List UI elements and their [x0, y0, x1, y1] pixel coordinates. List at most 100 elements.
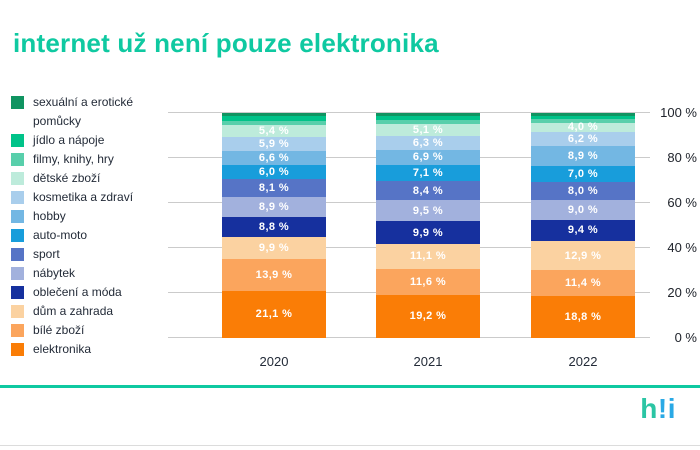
segment-elektronika-2021: 19,2 % [376, 294, 480, 338]
y-tick-label-0: 0 % [674, 330, 697, 345]
legend-item-auto-moto: auto-moto [11, 226, 163, 245]
legend-label: filmy, knihy, hry [33, 152, 114, 166]
legend-label: sport [33, 247, 60, 261]
segment-kosmetika-a-zdrav-2020: 5,9 % [222, 137, 326, 151]
legend-swatch [11, 286, 24, 299]
bar-2022: 4,0 % 6,2 % 8,9 % 7,0 % 8,0 % 9,0 % 9,4 % 12,9 … [531, 113, 635, 338]
segment-sexu-ln-a-erotick-pom-cky-2022 [531, 113, 635, 116]
segment-kosmetika-a-zdrav-2021: 6,3 % [376, 135, 480, 150]
segment-oble-en-a-m-da-2022: 9,4 % [531, 219, 635, 242]
segment-value-label: 7,1 % [412, 167, 444, 180]
segment-value-label: 6,2 % [567, 132, 599, 145]
segment-value-label: 18,8 % [564, 310, 602, 323]
segment-value-label: 6,6 % [258, 152, 290, 165]
segment-value-label: 6,3 % [412, 136, 444, 149]
page-title: internet už není pouze elektronika [13, 28, 439, 58]
segment-value-label: 4,0 % [567, 121, 599, 134]
legend-label: auto-moto [33, 228, 88, 242]
legend-item-sport: sport [11, 245, 163, 264]
legend-swatch [11, 267, 24, 280]
segment-hobby-2022: 8,9 % [531, 145, 635, 166]
segment-filmy-knihy-hry-2021 [376, 119, 480, 125]
segment-sexu-ln-a-erotick-pom-cky-2021 [376, 113, 480, 117]
legend-label: dětské zboží [33, 171, 101, 185]
legend-label: kosmetika a zdraví [33, 190, 134, 204]
segment-hobby-2021: 6,9 % [376, 149, 480, 166]
plot-area: 5,4 % 5,9 % 6,6 % 6,0 % 8,1 % 8,9 % 8,8 % 9,9 %… [168, 112, 650, 338]
legend-swatch [11, 210, 24, 223]
segment-auto-moto-2021: 7,1 % [376, 165, 480, 182]
segment-n-bytek-2022: 9,0 % [531, 199, 635, 220]
legend-swatch [11, 134, 24, 147]
segment-oble-en-a-m-da-2021: 9,9 % [376, 221, 480, 244]
segment-sport-2022: 8,0 % [531, 181, 635, 200]
segment-filmy-knihy-hry-2022 [531, 119, 635, 123]
legend-label: bílé zboží [33, 323, 85, 337]
segment-value-label: 12,9 % [564, 249, 602, 262]
segment-d-tsk-zbo-2022: 4,0 % [531, 121, 635, 134]
segment-value-label: 9,9 % [258, 242, 290, 255]
y-tick-label-20: 20 % [667, 285, 697, 300]
legend-swatch [11, 343, 24, 356]
divider-line [0, 385, 700, 388]
segment-n-bytek-2021: 9,5 % [376, 200, 480, 222]
chart-legend: sexuální a erotické pomůcky jídlo a nápoj… [11, 93, 163, 359]
segment-d-tsk-zbo-2020: 5,4 % [222, 125, 326, 138]
segment-value-label: 8,8 % [258, 221, 290, 234]
segment-value-label: 9,9 % [412, 226, 444, 239]
segment-value-label: 6,9 % [412, 151, 444, 164]
segment-oble-en-a-m-da-2020: 8,8 % [222, 217, 326, 237]
segment-value-label: 6,0 % [258, 166, 290, 179]
legend-item-j-dlo-a-n-poje: jídlo a nápoje [11, 131, 163, 150]
segment-value-label: 11,4 % [564, 276, 602, 289]
legend-swatch [11, 248, 24, 261]
logo-exclamation-i: !i [657, 393, 676, 424]
legend-item-oble-en-a-m-da: oblečení a móda [11, 283, 163, 302]
segment-b-l-zbo-2020: 13,9 % [222, 259, 326, 291]
brand-logo: h!i [640, 393, 676, 425]
segment-value-label: 11,6 % [409, 275, 447, 288]
legend-label: hobby [33, 209, 66, 223]
legend-item-d-m-a-zahrada: dům a zahrada [11, 302, 163, 321]
legend-label: elektronika [33, 342, 92, 356]
segment-value-label: 19,2 % [409, 310, 447, 323]
segment-j-dlo-a-n-poje-2021 [376, 116, 480, 120]
segment-value-label: 9,4 % [567, 224, 599, 237]
segment-value-label: 11,1 % [409, 250, 447, 263]
legend-label: sexuální a erotické pomůcky [33, 95, 134, 128]
logo-letter-h: h [640, 393, 658, 424]
legend-item-d-tsk-zbo: dětské zboží [11, 169, 163, 188]
legend-swatch [11, 191, 24, 204]
segment-value-label: 8,9 % [567, 149, 599, 162]
segment-filmy-knihy-hry-2020 [222, 120, 326, 126]
segment-d-m-a-zahrada-2021: 11,1 % [376, 243, 480, 269]
segment-n-bytek-2020: 8,9 % [222, 197, 326, 218]
legend-item-b-l-zbo: bílé zboží [11, 321, 163, 340]
legend-swatch [11, 172, 24, 185]
segment-value-label: 5,1 % [412, 123, 444, 136]
segment-value-label: 8,9 % [258, 201, 290, 214]
bar-2020: 5,4 % 5,9 % 6,6 % 6,0 % 8,1 % 8,9 % 8,8 % 9,9 %… [222, 113, 326, 338]
legend-item-n-bytek: nábytek [11, 264, 163, 283]
x-tick-label-2022: 2022 [568, 354, 598, 369]
legend-label: dům a zahrada [33, 304, 114, 318]
segment-value-label: 9,5 % [412, 204, 444, 217]
legend-swatch [11, 305, 24, 318]
segment-hobby-2020: 6,6 % [222, 150, 326, 166]
segment-value-label: 5,4 % [258, 125, 290, 138]
legend-swatch [11, 153, 24, 166]
segment-d-m-a-zahrada-2020: 9,9 % [222, 237, 326, 260]
segment-sexu-ln-a-erotick-pom-cky-2020 [222, 113, 326, 117]
segment-sport-2020: 8,1 % [222, 178, 326, 198]
y-tick-label-40: 40 % [667, 240, 697, 255]
segment-j-dlo-a-n-poje-2020 [222, 116, 326, 121]
legend-item-filmy-knihy-hry: filmy, knihy, hry [11, 150, 163, 169]
segment-value-label: 13,9 % [255, 268, 293, 281]
segment-elektronika-2020: 21,1 % [222, 290, 326, 338]
segment-d-tsk-zbo-2021: 5,1 % [376, 123, 480, 136]
legend-swatch [11, 96, 24, 109]
legend-item-hobby: hobby [11, 207, 163, 226]
segment-auto-moto-2020: 6,0 % [222, 165, 326, 179]
segment-value-label: 8,1 % [258, 182, 290, 195]
y-tick-label-100: 100 % [660, 105, 697, 120]
